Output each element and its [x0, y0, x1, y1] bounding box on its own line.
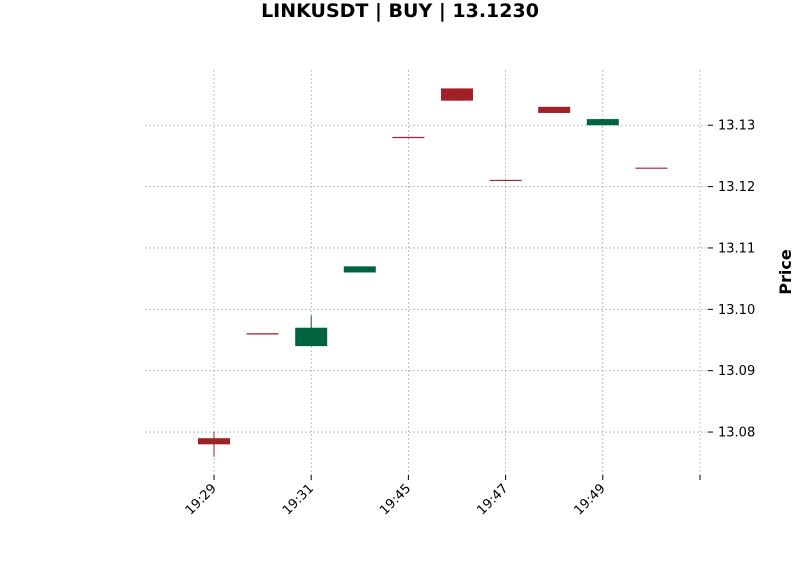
- y-tick-label: 13.12: [718, 180, 755, 195]
- y-tick-label: 13.08: [718, 426, 755, 441]
- candle-body: [586, 119, 619, 126]
- y-tick-label: 13.10: [718, 303, 755, 318]
- axis-layer: 13.08 13.09 13.10 13.11 13.12 13.13 19:29 19:31…: [183, 119, 755, 519]
- y-tick-label: 13.09: [718, 364, 755, 379]
- candle-body: [538, 106, 571, 113]
- chart-title: LINKUSDT | BUY | 13.1230: [261, 0, 539, 22]
- candle-body: [441, 88, 473, 101]
- y-tick-label: 13.13: [718, 119, 755, 134]
- x-tick-label: 19:47: [474, 481, 511, 518]
- candle-body: [295, 327, 328, 347]
- x-tick-label: 19:29: [183, 481, 220, 518]
- x-tick-label: 19:31: [280, 481, 317, 518]
- candle-layer: [198, 88, 668, 457]
- grid-layer: [145, 70, 708, 475]
- candle-body: [343, 266, 376, 273]
- x-tick-label: 19:45: [377, 481, 414, 518]
- y-axis-label: Price: [776, 249, 795, 295]
- x-tick-label: 19:49: [572, 481, 609, 518]
- candle-body: [198, 438, 230, 445]
- y-tick-label: 13.11: [718, 241, 755, 256]
